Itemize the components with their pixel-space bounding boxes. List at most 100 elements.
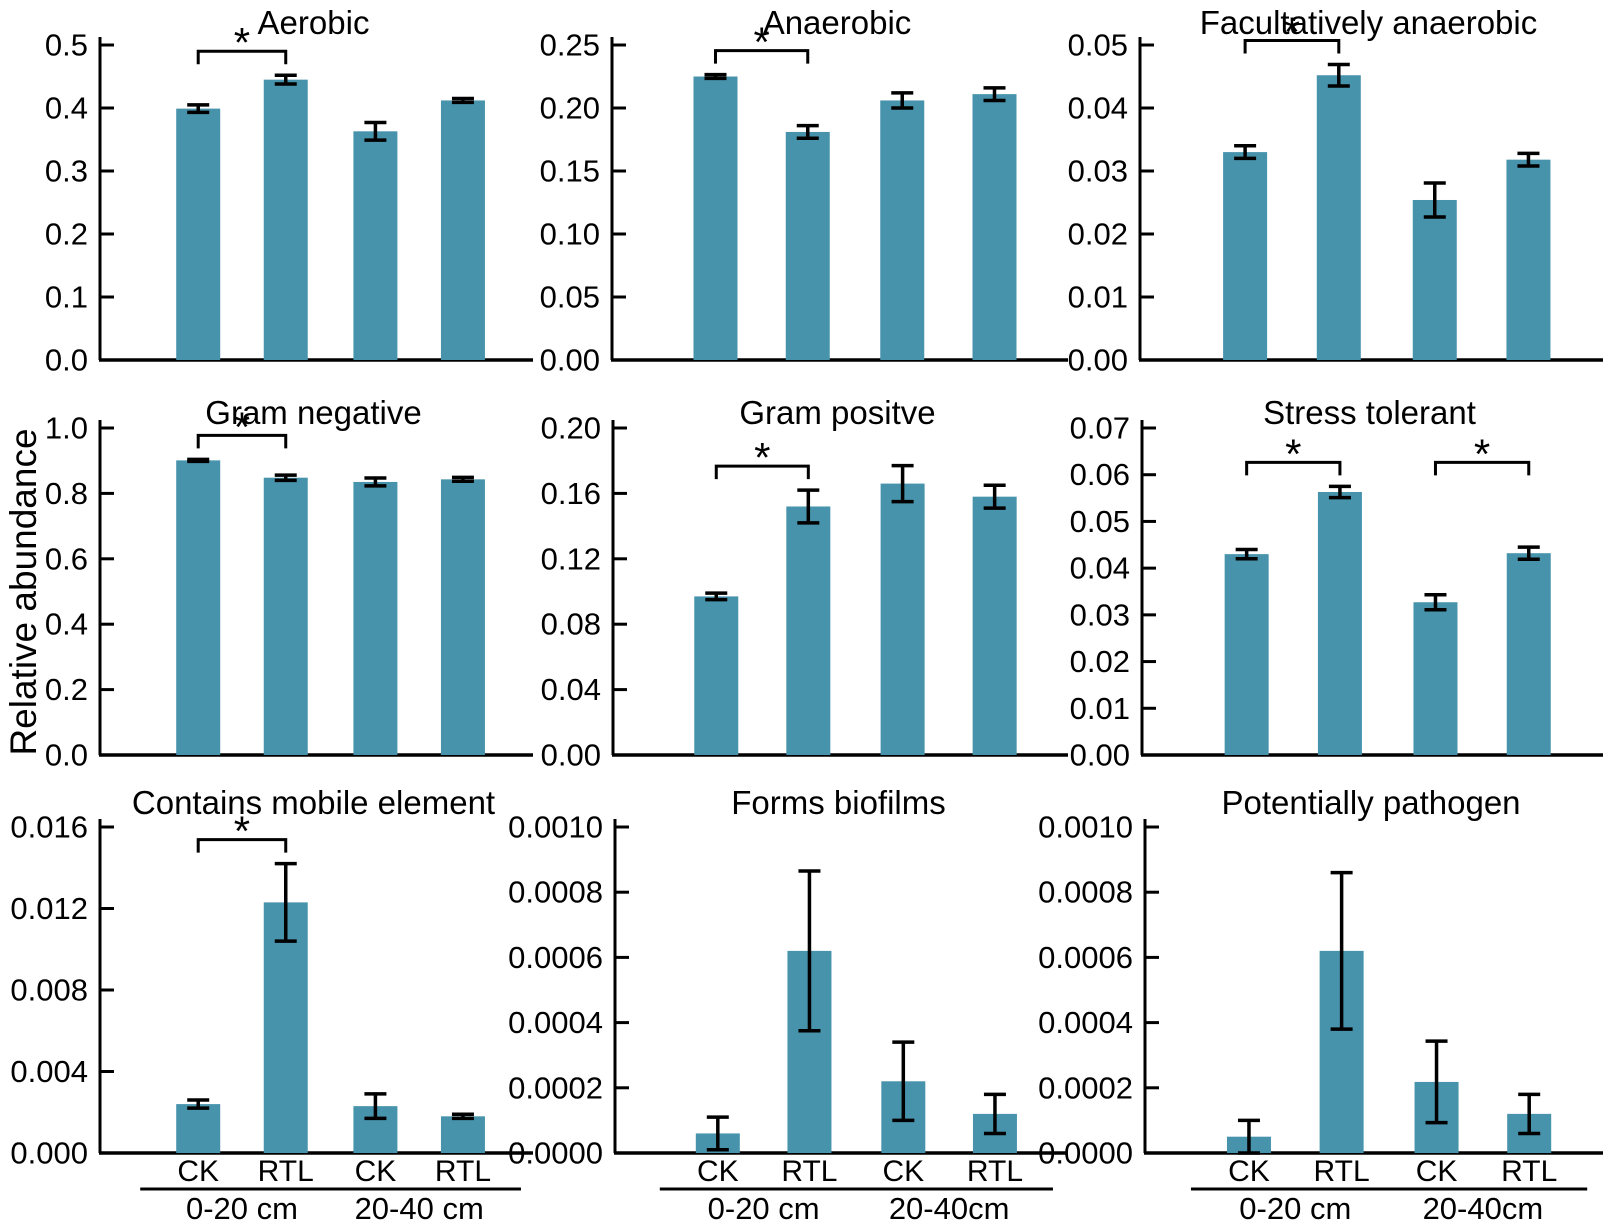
panel-facultatively-anaerobic: Facultatively anaerobic 0.00 0.01 0.02 0.03… [1068, 0, 1605, 390]
bar-ck-0 [693, 76, 738, 360]
group-label: 20-40 cm [355, 1191, 484, 1226]
y-tick-label: 0.0000 [1038, 1136, 1133, 1171]
y-tick-label: 0.3 [45, 154, 88, 189]
group-label: 20-40cm [889, 1191, 1010, 1226]
bar-rtl-1 [1317, 491, 1362, 755]
y-tick-label: 0.0006 [508, 940, 603, 975]
bar-rtl-3 [440, 1116, 485, 1153]
bar-rtl-3 [1506, 159, 1551, 360]
y-tick-label: 0.02 [1068, 217, 1128, 252]
y-tick-label: 0.05 [1068, 28, 1128, 63]
y-tick-label: 0.01 [1068, 280, 1128, 315]
y-tick-label: 0.00 [540, 343, 600, 378]
chart-title: Facultatively anaerobic [1199, 4, 1538, 41]
y-tick-label: 0.0010 [508, 810, 603, 845]
significance-bracket [1433, 460, 1531, 476]
y-tick-label: 0.6 [45, 541, 88, 576]
bar-ck-0 [176, 460, 221, 755]
y-tick-label: 0.0004 [1038, 1005, 1133, 1040]
panel-anaerobic: Anaerobic 0.00 0.05 0.10 0.15 0.20 0.25 * [535, 0, 1070, 390]
y-tick-label: 0.00 [1068, 343, 1128, 378]
group-label: 20-40cm [1423, 1191, 1544, 1226]
y-tick-label: 0.08 [541, 607, 601, 642]
y-tick-label: 0.0 [45, 738, 88, 773]
bar-ck-0 [1224, 554, 1269, 755]
x-category-label: RTL [781, 1155, 837, 1188]
x-category-label: CK [697, 1155, 739, 1188]
significance-asterisk: * [753, 19, 769, 66]
panel-gram-negative: Gram negative 0.0 0.2 0.4 0.6 0.8 1.0 * [0, 390, 535, 780]
bar-rtl-1 [263, 477, 308, 755]
y-tick-label: 0.4 [45, 607, 88, 642]
panel-contains-mobile-element: Contains mobile element 0.000 0.004 0.008 0… [0, 780, 535, 1226]
significance-bracket [196, 49, 288, 65]
significance-bracket [196, 433, 288, 449]
bar-ck-0 [694, 596, 739, 755]
significance-bracket [714, 49, 810, 64]
chart-title: Anaerobic [762, 4, 912, 41]
bar-ck-2 [880, 483, 925, 755]
x-category-label: RTL [967, 1155, 1023, 1188]
panel-aerobic: Aerobic 0.0 0.1 0.2 0.3 0.4 0.5 * [0, 0, 535, 390]
y-tick-label: 0.5 [45, 28, 88, 63]
y-tick-label: 0.4 [45, 91, 88, 126]
bar-rtl-3 [972, 496, 1017, 755]
y-tick-label: 0.20 [541, 411, 601, 446]
significance-asterisk: * [234, 808, 250, 855]
panel-forms-biofilms: Forms biofilms 0.0000 0.0002 0.0004 0.0006 0… [508, 780, 1070, 1226]
chart-title: Gram negative [205, 394, 422, 431]
significance-asterisk: * [234, 19, 250, 66]
bar-chart-svg: 0.00 0.01 0.02 0.03 0.04 0.05 * [1068, 9, 1603, 378]
bar-ck-2 [880, 100, 925, 360]
bar-rtl-1 [263, 79, 308, 361]
bar-chart-svg: 0.00 0.05 0.10 0.15 0.20 0.25 * [540, 19, 1068, 378]
chart-title: Gram positve [739, 394, 936, 431]
y-tick-label: 0.15 [540, 154, 600, 189]
chart-title: Forms biofilms [731, 784, 946, 821]
y-tick-label: 0.0008 [1038, 875, 1133, 910]
chart-title: Contains mobile element [131, 784, 496, 821]
bar-rtl-1 [785, 131, 830, 360]
bar-ck-0 [1223, 152, 1268, 360]
bar-ck-2 [1413, 602, 1458, 755]
y-tick-label: 0.10 [540, 217, 600, 252]
bar-rtl-3 [440, 479, 485, 755]
significance-asterisk: * [1474, 430, 1490, 477]
group-label: 0-20 cm [186, 1191, 298, 1226]
bar-chart-svg: 0.00 0.01 0.02 0.03 0.04 0.05 0.06 0.07 * * [1070, 411, 1603, 773]
y-tick-label: 0.0002 [1038, 1070, 1133, 1105]
significance-bracket [196, 838, 288, 853]
bar-rtl-1 [786, 506, 831, 755]
group-label: 0-20 cm [708, 1191, 820, 1226]
x-category-label: RTL [435, 1155, 491, 1188]
bar-chart-svg: 0.00 0.04 0.08 0.12 0.16 0.20 * [541, 411, 1068, 773]
bar-chart-svg: 0.0000 0.0002 0.0004 0.0006 0.0008 0.0010 CK RT… [508, 810, 1068, 1226]
chart-title: Stress tolerant [1263, 394, 1476, 431]
y-tick-label: 0.1 [45, 280, 88, 315]
y-tick-label: 0.0008 [508, 875, 603, 910]
y-tick-label: 0.00 [541, 738, 601, 773]
x-category-label: CK [1228, 1155, 1270, 1188]
bar-rtl-3 [440, 100, 485, 360]
y-tick-label: 0.2 [45, 217, 88, 252]
y-tick-label: 0.0004 [508, 1005, 603, 1040]
bar-chart-svg: 0.0000 0.0002 0.0004 0.0006 0.0008 0.0010 CK RT… [1038, 810, 1603, 1226]
bar-ck-2 [353, 481, 398, 755]
bar-chart-svg: 0.0 0.2 0.4 0.6 0.8 1.0 * [45, 403, 533, 773]
y-tick-label: 0.008 [10, 973, 88, 1008]
y-tick-label: 0.016 [10, 810, 88, 845]
bar-chart-svg: 0.0 0.1 0.2 0.3 0.4 0.5 * [45, 19, 533, 378]
y-tick-label: 0.20 [540, 91, 600, 126]
bar-rtl-1 [263, 902, 308, 1153]
x-category-label: CK [355, 1155, 397, 1188]
significance-asterisk: * [1284, 9, 1300, 56]
x-category-label: RTL [1501, 1155, 1557, 1188]
panel-stress-tolerant: Stress tolerant 0.00 0.01 0.02 0.03 0.04 0.05… [1070, 390, 1605, 780]
panel-potentially-pathogen: Potentially pathogen 0.0000 0.0002 0.0004 0… [1038, 780, 1605, 1226]
y-tick-label: 0.04 [1070, 551, 1130, 586]
y-tick-label: 0.00 [1070, 738, 1130, 773]
y-tick-label: 0.0 [45, 343, 88, 378]
bar-ck-2 [353, 131, 398, 360]
significance-asterisk: * [754, 434, 770, 481]
